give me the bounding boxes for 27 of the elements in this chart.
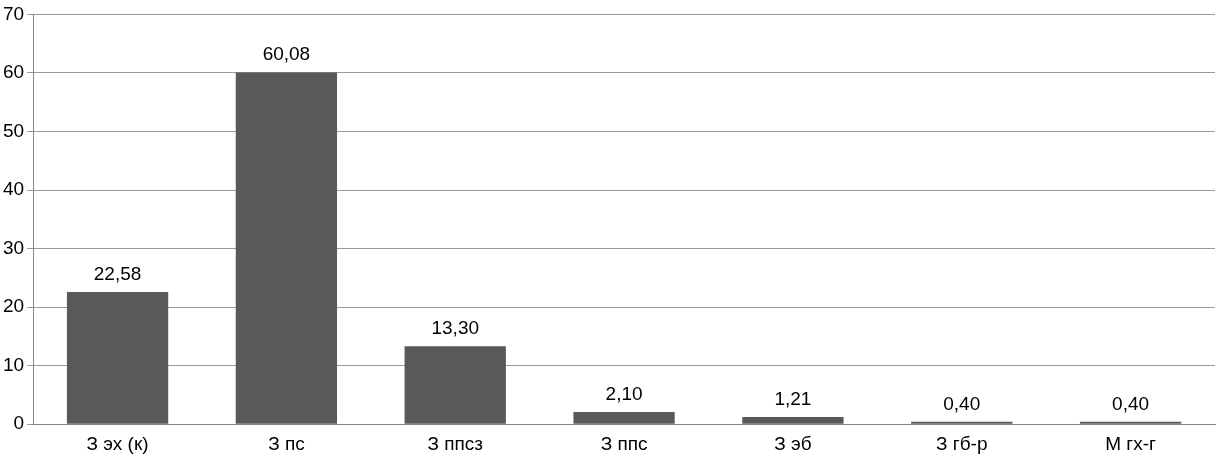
bar bbox=[742, 417, 844, 424]
y-tick-label: 50 bbox=[2, 119, 25, 141]
data-label: 0,40 bbox=[1112, 392, 1150, 414]
x-tick-label: З гб-р bbox=[936, 432, 988, 454]
x-tick-label: З эх (к) bbox=[86, 432, 149, 454]
x-tick-label: З ппс bbox=[600, 432, 648, 454]
y-tick-label: 40 bbox=[2, 178, 25, 200]
data-label: 60,08 bbox=[262, 43, 311, 65]
bar bbox=[404, 346, 506, 424]
bar bbox=[235, 72, 338, 424]
data-label: 1,21 bbox=[774, 387, 812, 409]
x-tick-label: З эб bbox=[774, 432, 812, 454]
y-tick-label: 70 bbox=[2, 2, 25, 24]
y-tick-label: 0 bbox=[13, 412, 25, 434]
y-tick-label: 20 bbox=[2, 295, 25, 317]
data-label: 2,10 bbox=[605, 382, 643, 404]
bar bbox=[66, 292, 169, 424]
x-tick-label: З пс bbox=[268, 432, 305, 454]
data-label: 0,40 bbox=[943, 392, 981, 414]
y-tick-label: 60 bbox=[2, 61, 25, 83]
y-tick-label: 10 bbox=[2, 353, 25, 375]
bar bbox=[573, 411, 675, 424]
data-label: 13,30 bbox=[431, 317, 479, 339]
x-tick-label: З ппсз bbox=[427, 432, 483, 454]
data-label: 22,58 bbox=[93, 262, 142, 284]
x-tick-label: М гх-г bbox=[1105, 432, 1157, 454]
y-tick-label: 30 bbox=[2, 236, 25, 258]
